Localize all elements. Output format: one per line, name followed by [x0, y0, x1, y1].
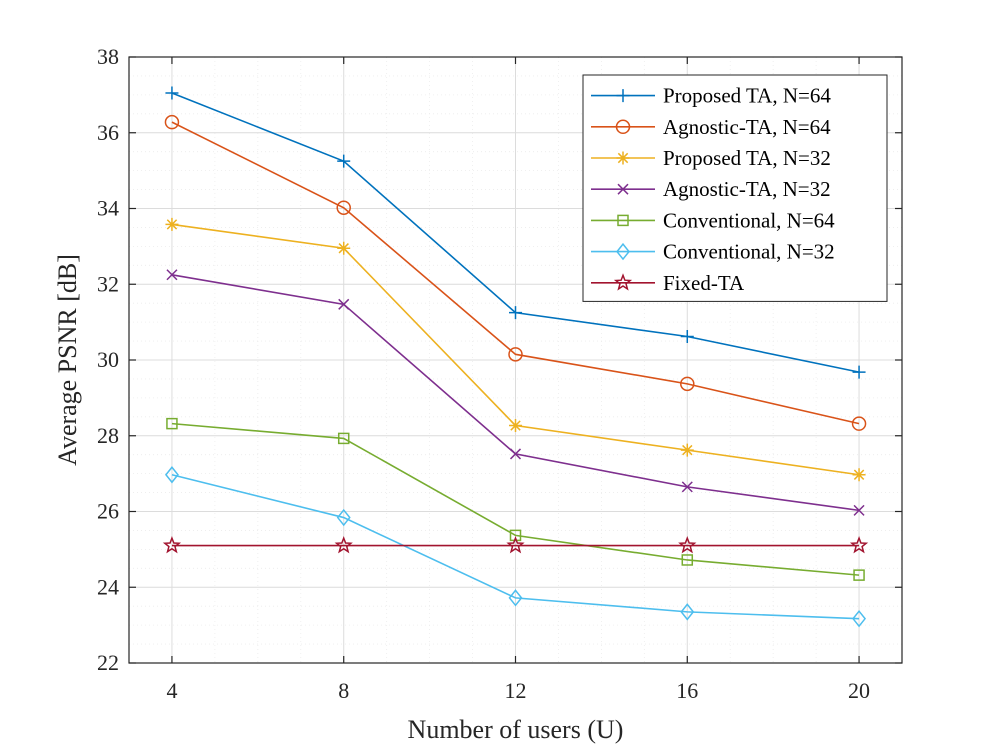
series-layer: [162, 86, 869, 628]
y-tick-label: 34: [97, 196, 119, 221]
y-tick-label: 24: [97, 574, 119, 599]
data-point: [336, 200, 351, 215]
y-tick-label: 22: [97, 650, 119, 675]
x-axis-label: Number of users (U): [408, 715, 624, 744]
data-point: [509, 448, 522, 460]
y-tick-label: 28: [97, 423, 119, 448]
x-tick-label: 16: [676, 678, 698, 703]
legend: Proposed TA, N=64 Agnostic-TA, N=64 Propos…: [582, 74, 888, 302]
data-point: [165, 86, 179, 100]
x-tick-label: 4: [166, 678, 177, 703]
legend-entry: Conventional, N=64: [591, 208, 835, 232]
x-tick-label: 8: [338, 678, 349, 703]
legend-marker: [617, 183, 629, 195]
data-point: [680, 330, 694, 344]
x-tick-label: 12: [505, 678, 527, 703]
legend-label: Conventional, N=64: [663, 208, 835, 232]
legend-marker: [616, 242, 630, 261]
legend-label: Agnostic-TA, N=32: [663, 177, 831, 201]
legend-entry: Agnostic-TA, N=32: [591, 177, 831, 201]
series-line: [171, 121, 860, 425]
data-point: [509, 529, 522, 542]
data-point: [509, 306, 522, 320]
legend-marker: [616, 151, 630, 165]
legend-label: Fixed-TA: [663, 271, 745, 295]
data-point: [680, 603, 695, 621]
data-point: [853, 504, 865, 516]
y-axis-label: Average PSNR [dB]: [53, 254, 82, 466]
series-5: [164, 466, 867, 628]
legend-label: Proposed TA, N=64: [663, 84, 831, 108]
legend-entry: Proposed TA, N=32: [591, 146, 831, 170]
data-point: [852, 365, 866, 379]
x-tick-label: 20: [848, 678, 870, 703]
data-point: [853, 569, 865, 581]
legend-marker: [616, 89, 630, 103]
legend-entry: Agnostic-TA, N=64: [591, 115, 831, 139]
data-point: [338, 298, 350, 310]
y-tick-label: 30: [97, 347, 119, 372]
y-tick-label: 38: [97, 44, 119, 69]
legend-label: Conventional, N=32: [663, 240, 835, 264]
y-tick-label: 26: [97, 499, 119, 524]
data-point: [337, 432, 350, 445]
data-point: [851, 416, 867, 431]
series-3: [166, 269, 865, 516]
series-1: [164, 114, 867, 431]
data-point: [506, 535, 525, 554]
axis-labels: Number of users (U) Average PSNR [dB]: [53, 254, 623, 744]
data-point: [166, 417, 178, 430]
legend-entry: Conventional, N=32: [591, 240, 835, 264]
y-tick-label: 32: [97, 271, 119, 296]
data-point: [680, 376, 695, 392]
legend-label: Agnostic-TA, N=64: [663, 115, 831, 139]
data-point: [165, 217, 179, 231]
legend-entry: Fixed-TA: [591, 271, 745, 295]
data-point: [849, 535, 869, 554]
data-point: [852, 609, 867, 628]
series-line: [171, 422, 860, 576]
data-point: [334, 535, 353, 554]
series-4: [166, 417, 865, 581]
data-point: [680, 443, 694, 457]
series-line: [171, 473, 860, 620]
series-6: [162, 535, 869, 554]
legend-marker: [613, 273, 633, 291]
data-point: [509, 419, 522, 433]
data-point: [852, 468, 866, 482]
data-point: [508, 589, 523, 607]
data-point: [336, 508, 351, 527]
data-point: [681, 481, 693, 493]
data-point: [337, 241, 351, 255]
axis-ticks: 22 24 26 28 30 32 34 36 38 4 8 12 16 20: [97, 44, 902, 703]
legend-entry: Proposed TA, N=64: [591, 84, 831, 108]
data-point: [164, 466, 179, 484]
legend-marker: [617, 214, 629, 227]
data-point: [166, 269, 178, 281]
data-point: [508, 347, 523, 362]
data-point: [162, 535, 182, 554]
legend-label: Proposed TA, N=32: [663, 146, 831, 170]
series-2: [165, 217, 866, 482]
legend-marker: [615, 119, 631, 135]
data-point: [337, 154, 351, 168]
series-0: [165, 86, 866, 379]
legend-box: [582, 74, 888, 302]
data-point: [678, 535, 697, 554]
data-point: [164, 114, 180, 130]
data-point: [681, 554, 694, 566]
y-tick-label: 36: [97, 120, 119, 145]
